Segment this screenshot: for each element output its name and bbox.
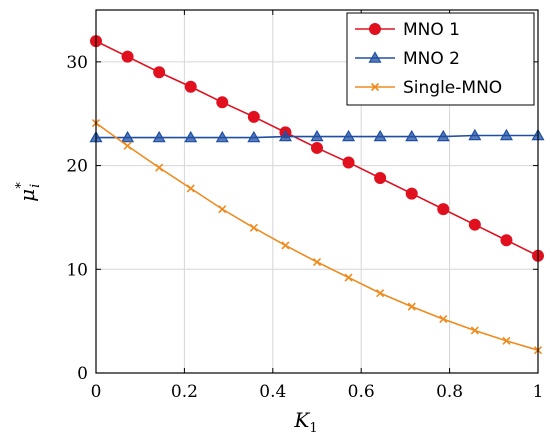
legend-label: MNO 1 [403,20,460,40]
x-tick-label: 1 [533,382,544,402]
data-point [247,130,261,143]
data-point [121,50,134,63]
data-point [312,257,322,267]
plot-frame [95,9,539,374]
data-point [152,130,166,143]
legend: MNO 1 MNO 2 Single-MNO [346,12,535,106]
y-tick-label: 20 [66,157,88,177]
data-point [344,273,353,282]
legend-label: Single-MNO [403,78,502,98]
data-point [123,141,132,150]
data-point [342,129,356,142]
x-tick-label: 0.4 [259,382,286,402]
data-point [311,141,323,154]
series-single-mno [91,118,543,355]
data-point [405,187,418,200]
data-point [439,315,448,324]
data-point [218,205,227,214]
data-point [502,336,511,345]
data-point [215,130,229,143]
data-point [216,96,229,109]
data-point [281,241,290,250]
data-point [310,129,324,142]
data-point [468,218,481,231]
y-axis-label: μi* [14,182,43,202]
data-point [278,129,292,142]
data-point [373,129,387,142]
data-point [153,66,166,79]
data-point [407,302,416,311]
data-point [436,129,450,142]
data-point [374,172,387,185]
series-mno-1 [90,35,544,262]
data-point [121,130,135,143]
data-point [342,156,355,169]
series-line [95,122,539,351]
data-point [155,163,164,172]
data-point [376,289,385,298]
x-tick-label: 0.6 [348,382,375,402]
x-tick-label: 0.2 [171,382,198,402]
legend-item: MNO 2 [355,49,460,69]
legend-marker [369,23,381,35]
data-point [499,128,513,141]
y-tick-label: 10 [66,260,88,280]
legend-item: MNO 1 [355,20,460,40]
data-point [468,128,482,141]
data-point [470,326,479,335]
data-point [184,80,197,93]
series-layer [89,35,545,355]
x-axis-label: K1 [293,408,317,436]
legend-marker [370,82,380,92]
series-mno-2 [89,128,545,143]
data-point [186,184,195,193]
x-tick-label: 0 [91,382,102,402]
legend-marker [368,51,382,63]
data-point [500,234,513,247]
x-tick-label: 0.8 [436,382,463,402]
data-point [249,223,258,232]
data-point [247,110,260,123]
data-point [437,203,450,216]
y-tick-label: 30 [66,53,88,73]
y-tick-label: 0 [77,364,88,384]
data-point [405,129,419,142]
legend-item: Single-MNO [355,78,502,98]
data-point [184,130,198,143]
legend-label: MNO 2 [403,49,460,69]
